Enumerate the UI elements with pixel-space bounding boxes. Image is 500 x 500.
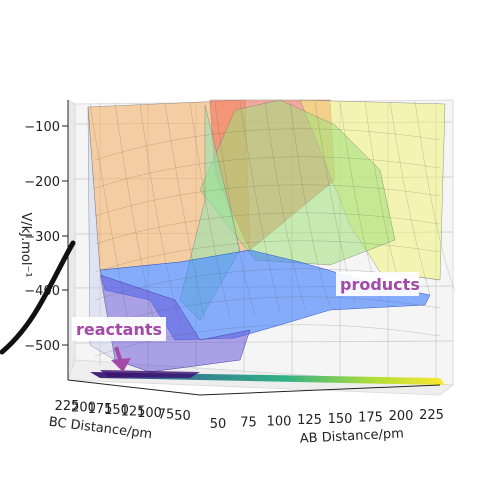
y-tick-label: 75 <box>158 407 175 422</box>
z-tick-label: −300 <box>24 230 60 245</box>
mesh-line <box>289 102 331 307</box>
x-tick-label: 50 <box>210 417 227 432</box>
x-tick-label: 200 <box>389 409 414 424</box>
y-tick-label: 175 <box>88 402 113 417</box>
axis-lines <box>67 100 441 396</box>
x-tick-label: 175 <box>358 411 383 426</box>
mesh-line <box>94 128 441 161</box>
y-tick-label: 100 <box>137 406 162 421</box>
z-tick-label: −500 <box>24 339 60 354</box>
mesh-line <box>94 184 441 217</box>
y-tick-label: 225 <box>55 399 80 414</box>
mesh-line <box>94 296 441 329</box>
x-axis-line <box>199 384 441 396</box>
x-tick-label: 225 <box>419 408 444 423</box>
contour-floor-dark-band <box>100 370 200 378</box>
z-tick-labels: −100−200−300−400−500 <box>24 120 68 354</box>
energy-surface <box>87 99 446 373</box>
surface-mesh-lines <box>89 101 456 357</box>
mesh-line <box>214 102 256 316</box>
reactants-arrow-icon <box>111 346 131 372</box>
products-label: products <box>340 275 420 294</box>
annotation-reactants: reactants <box>72 317 166 372</box>
z-tick-label: −200 <box>24 175 60 190</box>
mesh-line <box>94 156 441 189</box>
x-tick-label: 125 <box>297 413 322 428</box>
mesh-line <box>89 103 131 331</box>
reactants-label: reactants <box>76 320 162 339</box>
hand-drawn-stroke <box>0 240 76 355</box>
mesh-line <box>94 240 441 273</box>
mesh-line <box>139 103 181 325</box>
mesh-line <box>94 324 441 357</box>
x-tick-label: 100 <box>267 414 292 429</box>
y-tick-label: 125 <box>121 405 146 420</box>
y-tick-label: 200 <box>71 400 96 415</box>
mesh-line <box>264 102 306 310</box>
z-tick-label: −100 <box>24 120 60 135</box>
mesh-line <box>114 103 156 328</box>
x-tick-label: 75 <box>240 416 257 431</box>
mesh-line <box>94 212 441 245</box>
x-axis-label: AB Distance/pm <box>299 426 404 446</box>
mesh-line <box>164 103 206 322</box>
mesh-line <box>389 101 431 295</box>
mesh-line <box>189 103 231 319</box>
y-tick-label: 50 <box>174 409 191 424</box>
y-axis-line <box>67 379 201 396</box>
x-tick-labels: 50 75 100 125 150 175 200 225 <box>210 408 444 432</box>
annotation-products: products <box>336 272 420 296</box>
z-axis-label: V/kJ.mol⁻¹ <box>18 212 33 277</box>
mesh-line <box>239 102 281 313</box>
x-tick-label: 150 <box>328 412 353 427</box>
y-tick-label: 150 <box>104 403 129 418</box>
mesh-line <box>414 101 456 292</box>
contour-floor <box>90 370 445 385</box>
